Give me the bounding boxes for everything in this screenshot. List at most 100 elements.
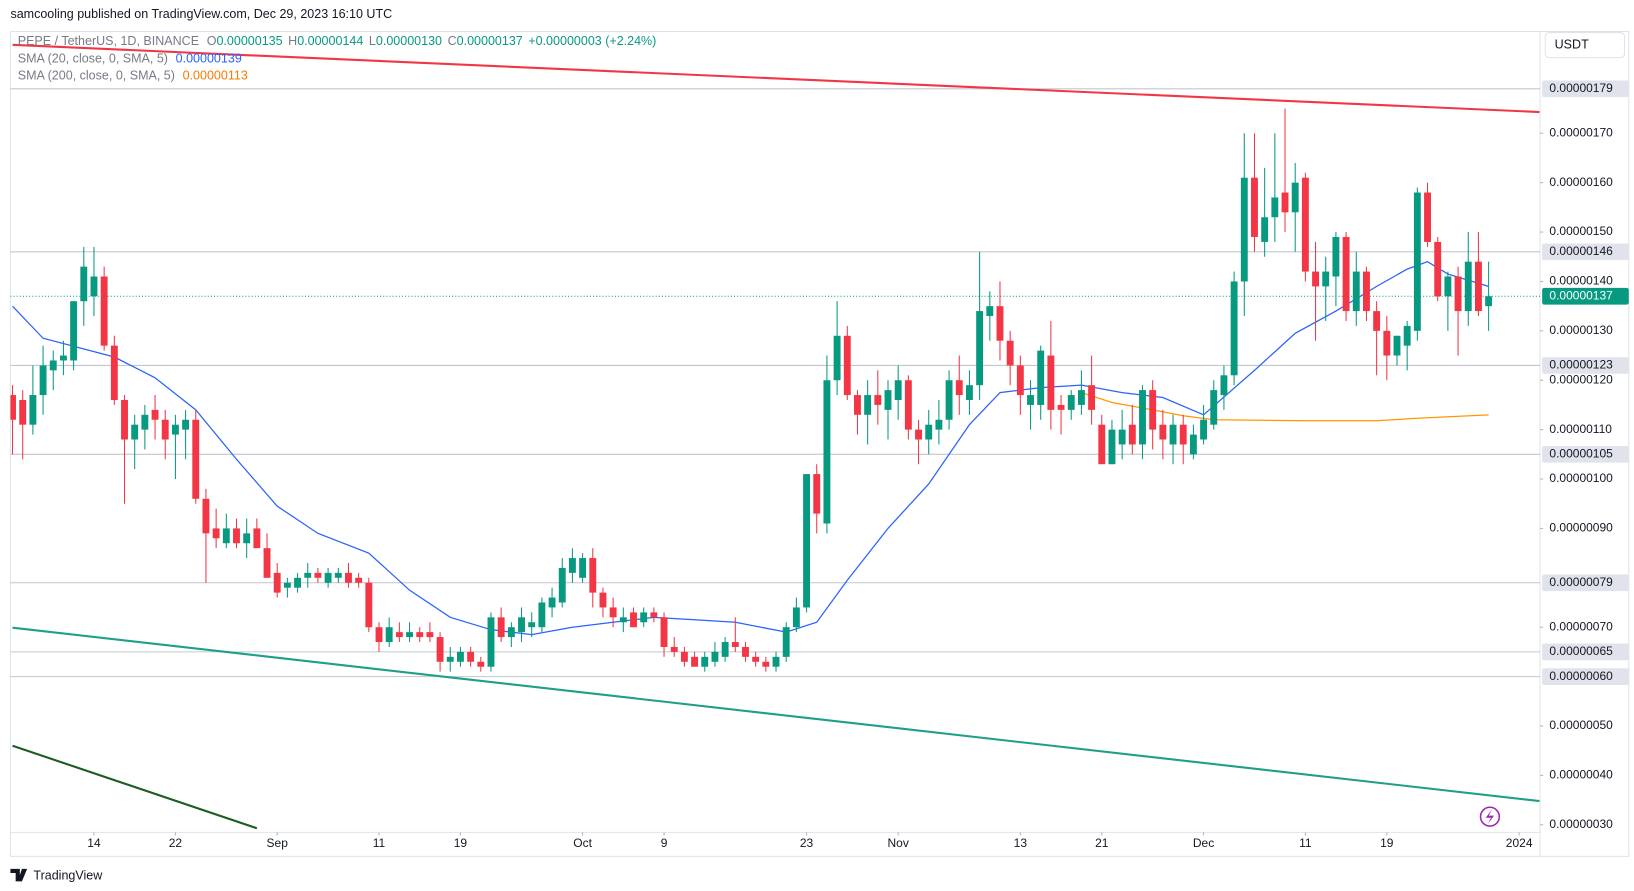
candle-body <box>406 632 413 638</box>
candle-body <box>416 632 424 638</box>
candle-body <box>1047 355 1055 410</box>
candle-body <box>660 617 668 647</box>
currency-button[interactable] <box>1544 32 1626 59</box>
candle-body <box>1159 424 1167 440</box>
y-tick-label: 0.00000110 <box>1549 422 1612 436</box>
candle-body <box>1322 271 1330 287</box>
candle-body <box>1261 217 1269 242</box>
candle-body <box>80 266 88 302</box>
x-tick-label: 11 <box>1299 836 1312 850</box>
alert-bolt <box>1485 809 1495 824</box>
candle-body <box>1251 177 1258 237</box>
candle-body <box>558 567 566 603</box>
candle-body <box>70 301 78 361</box>
indicator-name: SMA (200, close, 0, SMA, 5) <box>18 69 175 83</box>
candle-body <box>365 582 373 628</box>
candle-body <box>345 572 352 583</box>
candle-body <box>1403 325 1411 346</box>
candle-body <box>1179 424 1187 445</box>
price-level-box <box>1542 357 1629 374</box>
ohlc-key: H <box>288 34 297 48</box>
candle-body <box>385 627 393 643</box>
candle-body <box>1088 385 1096 410</box>
candle-body <box>1312 271 1319 287</box>
price-level-box <box>1542 445 1629 463</box>
candle-body <box>1139 390 1146 445</box>
candle-body <box>19 399 27 425</box>
candle-body <box>843 335 851 396</box>
indicator-line <box>12 260 1489 636</box>
x-tick-label: 13 <box>1014 836 1028 850</box>
y-tick-label: 0.00000150 <box>1549 224 1613 238</box>
candle-body <box>1342 236 1350 312</box>
candle-body <box>518 617 525 633</box>
x-tick-label: 22 <box>169 836 183 850</box>
price-level-label: 0.00000105 <box>1549 446 1613 460</box>
candle-body <box>1393 335 1401 356</box>
candle-body <box>742 646 749 657</box>
candle-body <box>803 474 811 608</box>
candle-body <box>161 419 169 440</box>
candle-body <box>680 651 688 662</box>
candle-body <box>90 276 98 297</box>
candle-body <box>1373 311 1381 331</box>
candle-body <box>1128 424 1136 445</box>
candle-body <box>650 612 658 618</box>
indicator-name: SMA (20, close, 0, SMA, 5) <box>18 52 168 66</box>
candle-body <box>141 414 149 430</box>
candle-body <box>467 651 475 662</box>
candle-body <box>762 661 770 667</box>
candle-body <box>49 360 57 371</box>
candle-body <box>579 558 587 578</box>
y-tick-label: 0.00000050 <box>1549 718 1613 732</box>
candle-body <box>1240 177 1248 282</box>
candle-body <box>304 572 312 578</box>
chart-title: samcooling published on TradingView.com,… <box>10 7 392 21</box>
candle-body <box>1413 192 1421 331</box>
candle-body <box>426 632 434 638</box>
candle-body <box>100 276 108 346</box>
candle-body <box>1077 390 1085 405</box>
candle-body <box>965 385 973 400</box>
candle-body <box>1220 375 1228 396</box>
candle-body <box>395 632 403 638</box>
candle-body <box>59 355 67 361</box>
indicator-legend: SMA (200, close, 0, SMA, 5) 0.00000113 <box>18 69 248 83</box>
candle-body <box>243 533 251 544</box>
currency-label[interactable]: USDT <box>1555 37 1589 51</box>
candle-body <box>10 395 16 420</box>
last-price-box <box>1542 287 1629 305</box>
candle-body <box>1210 390 1218 425</box>
candle-body <box>925 424 933 440</box>
candle-body <box>1200 419 1208 440</box>
candle-body <box>1037 350 1045 405</box>
candle-body <box>1291 182 1299 213</box>
price-level-box <box>1542 574 1629 592</box>
y-tick-label: 0.00000120 <box>1549 372 1613 386</box>
price-level-label: 0.00000060 <box>1549 669 1613 683</box>
price-level-label: 0.00000123 <box>1549 358 1613 372</box>
candle-body <box>324 572 332 583</box>
candle-body <box>691 656 699 667</box>
candle-body <box>29 395 37 425</box>
candle-body <box>182 419 190 430</box>
y-tick-label: 0.00000040 <box>1549 768 1613 782</box>
price-level-box <box>1542 243 1629 261</box>
candle-body <box>609 607 617 618</box>
ohlc-key: L <box>369 34 376 48</box>
candle-body <box>436 637 444 662</box>
candle-body <box>1444 276 1452 297</box>
y-tick-label: 0.00000030 <box>1549 817 1613 831</box>
y-tick-label: 0.00000160 <box>1549 175 1613 189</box>
candle-body <box>1057 404 1065 410</box>
ohlc-value: 0.00000144 <box>297 34 363 48</box>
y-tick-label: 0.00000140 <box>1549 274 1613 288</box>
candle-body <box>283 582 291 588</box>
candle-body <box>375 627 383 643</box>
candle-body <box>1271 197 1279 218</box>
price-change: +0.00000003 (+2.24%) <box>528 34 656 48</box>
price-level-label: 0.00000065 <box>1549 644 1613 658</box>
candle-body <box>233 528 240 544</box>
candle-body <box>548 597 556 608</box>
